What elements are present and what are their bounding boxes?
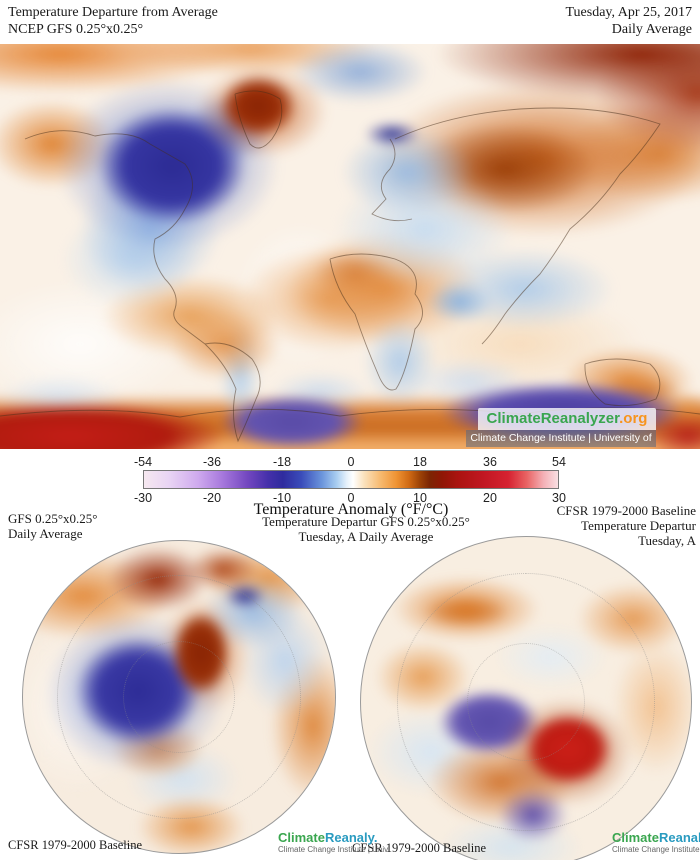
left-globe-model: GFS 0.25°x0.25° [8, 511, 98, 526]
right-logo-subtitle: Climate Change Institute | Univ [612, 845, 700, 854]
right-globe-baseline-label: CFSR 1979-2000 Baseline [352, 841, 487, 855]
left-logo-brand: ClimateReanaly. [278, 830, 388, 845]
left-globe-baseline-label: CFSR 1979-2000 Baseline [8, 838, 143, 852]
map-title: Temperature Departure from Average [8, 5, 218, 20]
colorbar-f-tick: 0 [347, 455, 355, 469]
right-logo-brand-part1: Climate [612, 830, 659, 845]
center-overlap-line1: Temperature Departur GFS 0.25°x0.25° [262, 514, 470, 529]
colorbar-f-tick: 18 [413, 455, 427, 469]
colorbar-f-tick: -36 [202, 455, 222, 469]
left-logo-subtitle: Climate Change Institute | Univ [278, 845, 389, 854]
world-anomaly-map: ClimateReanalyzer.org Climate Change Ins… [0, 44, 700, 449]
map-average-period: Daily Average [611, 22, 692, 37]
colorbar-f-tick: -54 [133, 455, 153, 469]
watermark: ClimateReanalyzer.org Climate Change Ins… [466, 408, 656, 447]
coastline-overlay [0, 90, 700, 443]
watermark-brand-tld: .org [619, 410, 648, 427]
left-logo-brand-part2: Reanaly. [324, 830, 378, 845]
right-globe-baseline: CFSR 1979-2000 Baseline [556, 503, 696, 518]
left-globe-logo[interactable]: ClimateReanaly. Climate Change Institute… [278, 830, 389, 856]
watermark-brand[interactable]: ClimateReanalyzer.org [478, 408, 656, 430]
temperature-anomaly-colorbar [143, 470, 559, 489]
colorbar-c-tick: -30 [133, 491, 153, 505]
colorbar-f-tick: 36 [483, 455, 497, 469]
left-globe-average: Daily Average [8, 526, 83, 541]
watermark-institute: Climate Change Institute | University of… [466, 430, 656, 447]
colorbar-c-tick: 20 [483, 491, 497, 505]
colorbar-c-tick: 0 [347, 491, 355, 505]
colorbar-c-tick: -20 [202, 491, 222, 505]
colorbar-c-tick: -10 [272, 491, 292, 505]
colorbar-c-tick: 30 [552, 491, 566, 505]
map-date: Tuesday, Apr 25, 2017 [565, 5, 692, 20]
left-logo-brand-part1: Climate [278, 830, 325, 845]
right-logo-brand-part2: Reanaly. [658, 830, 700, 845]
right-globe-title-truncated: Temperature Departur [581, 518, 696, 533]
colorbar-caption: Temperature Anomaly (°F/°C) [253, 501, 449, 518]
colorbar-f-tick: -18 [272, 455, 292, 469]
left-globe-heat-layer [23, 541, 335, 853]
anomaly-heat-layer [0, 44, 700, 449]
right-globe-logo[interactable]: ClimateReanaly. Climate Change Institute… [612, 830, 700, 856]
map-subtitle-model: NCEP GFS 0.25°x0.25° [8, 22, 144, 37]
northern-hemisphere-globe [22, 540, 336, 854]
watermark-brand-name: ClimateReanalyzer [486, 410, 620, 427]
map-title-block: Temperature Departure from Average NCEP … [8, 4, 218, 38]
right-globe-heat-layer [361, 537, 691, 860]
southern-hemisphere-globe [360, 536, 692, 860]
map-date-block: Tuesday, Apr 25, 2017 Daily Average [565, 4, 692, 38]
colorbar-f-tick: 54 [552, 455, 566, 469]
colorbar-c-tick: 10 [413, 491, 427, 505]
left-globe-header: GFS 0.25°x0.25° Daily Average [8, 511, 98, 541]
right-logo-brand: ClimateReanaly. [612, 830, 700, 845]
